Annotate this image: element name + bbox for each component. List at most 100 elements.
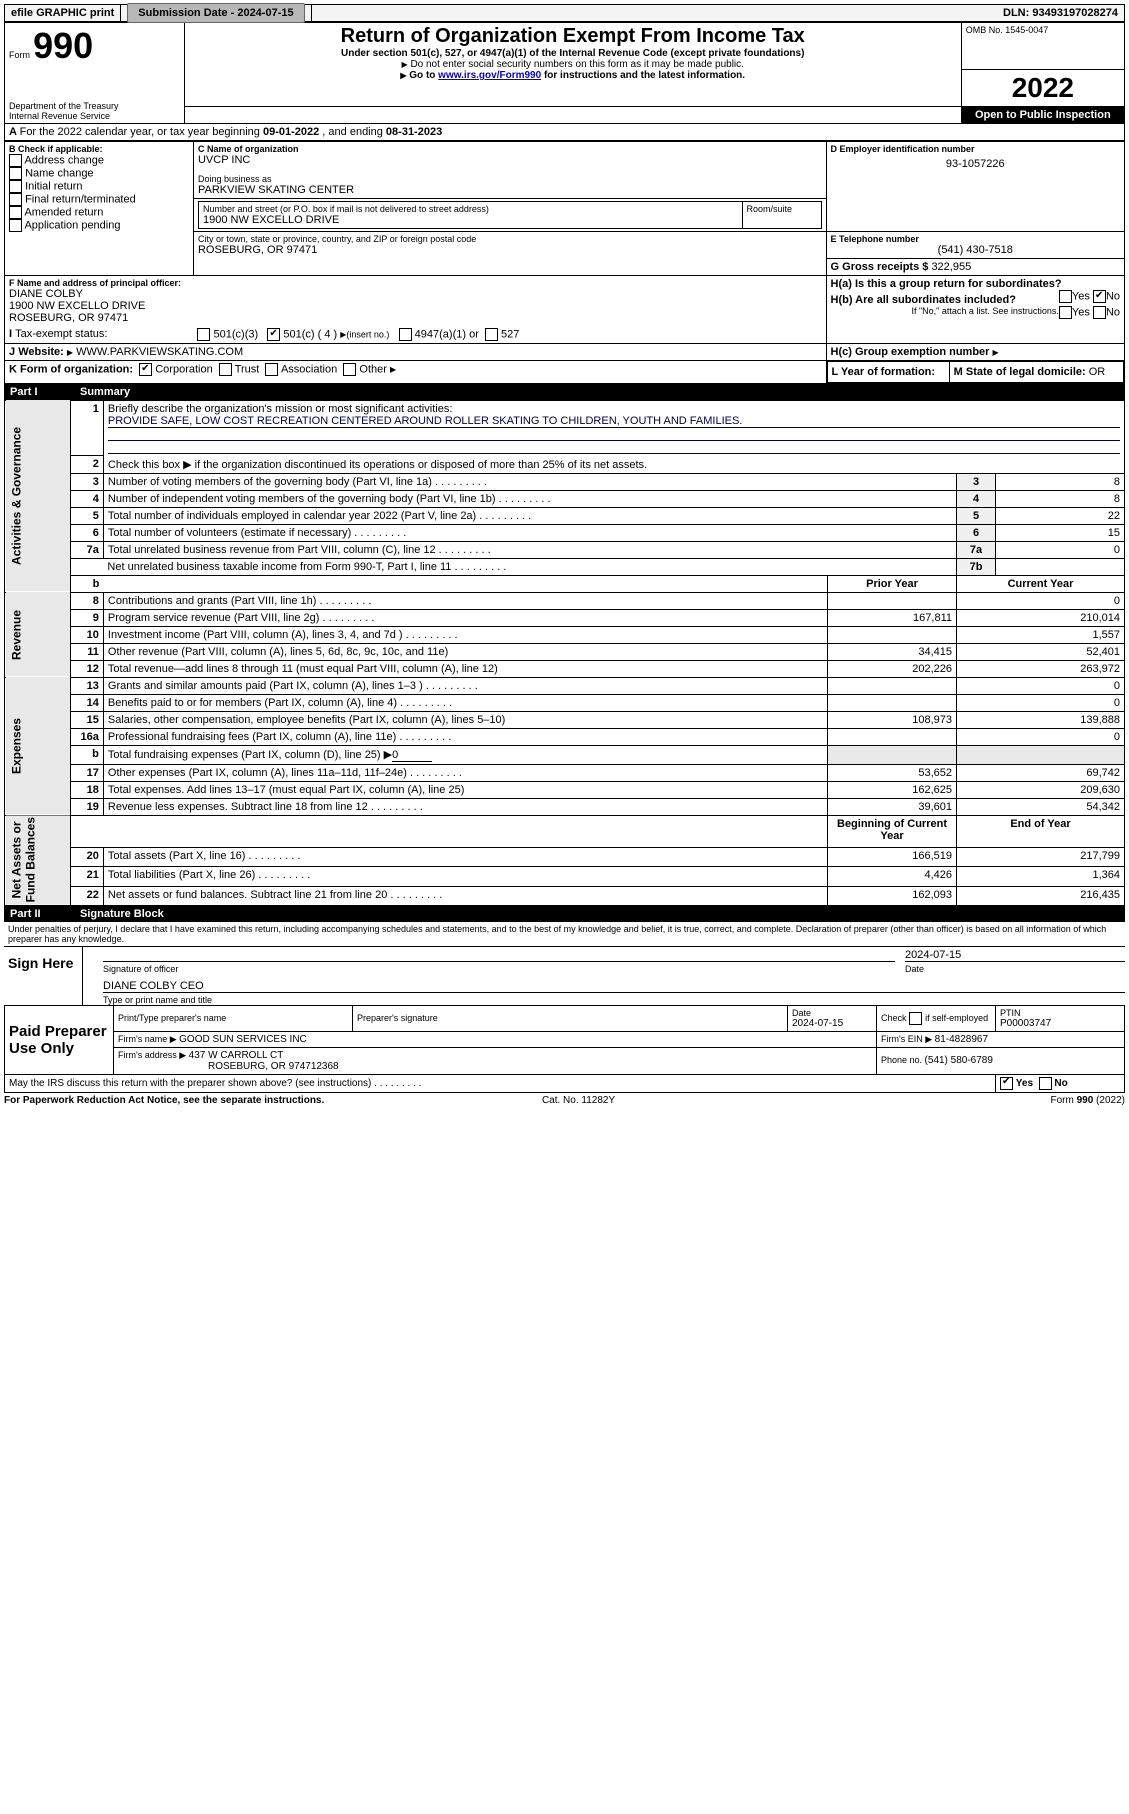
line16b-label: Total fundraising expenses (Part IX, col… <box>108 749 392 761</box>
checkbox-init[interactable] <box>9 180 22 193</box>
signature-of-officer: Signature of officer <box>103 964 895 974</box>
val-6: 15 <box>996 524 1125 541</box>
boy-hdr: Beginning of Current Year <box>828 815 957 848</box>
l-label: L Year of formation: <box>832 366 936 378</box>
submission-date-btn[interactable]: Submission Date - 2024-07-15 <box>127 3 304 23</box>
line4-label: Number of independent voting members of … <box>108 493 551 505</box>
checkbox-other[interactable] <box>343 363 356 376</box>
line22-label: Net assets or fund balances. Subtract li… <box>108 889 442 901</box>
current-year-hdr: Current Year <box>957 575 1125 592</box>
checkbox-amend[interactable] <box>9 206 22 219</box>
dba-name: PARKVIEW SKATING CENTER <box>198 184 822 196</box>
side-governance: Activities & Governance <box>5 400 71 592</box>
line7a-label: Total unrelated business revenue from Pa… <box>108 544 491 556</box>
officer-name: DIANE COLBY <box>9 288 822 300</box>
c-label: C Name of organization <box>198 144 822 154</box>
checkbox-discuss-no[interactable] <box>1039 1077 1052 1090</box>
val-7a: 0 <box>996 541 1125 558</box>
checkbox-hb-yes[interactable] <box>1059 306 1072 319</box>
line6-label: Total number of volunteers (estimate if … <box>108 527 406 539</box>
checkbox-name[interactable] <box>9 167 22 180</box>
line16a-label: Professional fundraising fees (Part IX, … <box>108 731 451 743</box>
checkbox-corp[interactable] <box>139 363 152 376</box>
form-subtitle: Under section 501(c), 527, or 4947(a)(1)… <box>189 48 957 59</box>
line1-label: Briefly describe the organization's miss… <box>108 403 1120 415</box>
officer-name-title: DIANE COLBY CEO <box>103 980 1125 993</box>
header-table: Form 990 Return of Organization Exempt F… <box>4 22 1125 124</box>
firm-name: GOOD SUN SERVICES INC <box>179 1034 307 1045</box>
checkbox-hb-no[interactable] <box>1093 306 1106 319</box>
ein: 93-1057226 <box>831 158 1120 170</box>
arrow-icon <box>400 70 406 81</box>
irs-link[interactable]: www.irs.gov/Form990 <box>438 70 541 81</box>
line7b-label: Net unrelated business taxable income fr… <box>107 561 506 573</box>
line9-label: Program service revenue (Part VIII, line… <box>108 612 375 624</box>
f-label: F Name and address of principal officer: <box>9 278 822 288</box>
k-label: K Form of organization: <box>9 363 133 375</box>
m-label: M State of legal domicile: <box>954 366 1089 378</box>
discuss-label: May the IRS discuss this return with the… <box>9 1078 421 1089</box>
firm-phone: (541) 580-6789 <box>925 1055 993 1066</box>
side-revenue: Revenue <box>5 592 71 677</box>
line13-label: Grants and similar amounts paid (Part IX… <box>108 680 478 692</box>
checkbox-501c[interactable] <box>267 328 280 341</box>
line16b-val: 0 <box>392 749 432 762</box>
part1-header: Part I Summary <box>4 384 1125 400</box>
entity-block: B Check if applicable: Address change Na… <box>4 141 1125 384</box>
top-bar: efile GRAPHIC print Submission Date - 20… <box>4 4 1125 22</box>
line10-label: Investment income (Part VIII, column (A)… <box>108 629 458 641</box>
section-a: A For the 2022 calendar year, or tax yea… <box>4 124 1125 141</box>
mission-text: PROVIDE SAFE, LOW COST RECREATION CENTER… <box>108 415 1120 428</box>
val-5: 22 <box>996 507 1125 524</box>
submission-date: Submission Date - 2024-07-15 <box>121 5 311 21</box>
form-title: Return of Organization Exempt From Incom… <box>189 25 957 48</box>
ptin: P00003747 <box>1000 1018 1120 1029</box>
arrow-icon <box>67 346 73 358</box>
line8-label: Contributions and grants (Part VIII, lin… <box>108 595 372 607</box>
arrow-icon <box>402 59 408 70</box>
ha-label: H(a) Is this a group return for subordin… <box>831 278 1062 290</box>
footer-right: Form 990 (2022) <box>1050 1095 1124 1106</box>
form-number: 990 <box>33 25 93 66</box>
line18-label: Total expenses. Add lines 13–17 (must eq… <box>108 784 464 796</box>
footer-center: Cat. No. 11282Y <box>542 1095 615 1106</box>
org-name: UVCP INC <box>198 154 822 166</box>
footer-left: For Paperwork Reduction Act Notice, see … <box>4 1095 324 1106</box>
part2-header: Part II Signature Block <box>4 906 1125 922</box>
footer: For Paperwork Reduction Act Notice, see … <box>4 1095 1125 1106</box>
checkbox-527[interactable] <box>485 328 498 341</box>
g-label: G Gross receipts $ <box>831 261 932 273</box>
line2-label: Check this box ▶ if the organization dis… <box>108 459 647 471</box>
dept-treasury: Department of the Treasury Internal Reve… <box>5 69 185 123</box>
summary-table: Activities & Governance 1 Briefly descri… <box>4 400 1125 906</box>
arrow-icon <box>390 363 396 375</box>
line20-label: Total assets (Part X, line 16) <box>108 850 301 862</box>
gross-receipts: 322,955 <box>931 261 971 273</box>
paid-preparer-label: Paid Preparer Use Only <box>5 1005 114 1074</box>
firm-addr: 437 W CARROLL CT <box>189 1050 284 1061</box>
checkbox-trust[interactable] <box>219 363 232 376</box>
checkbox-501c3[interactable] <box>197 328 210 341</box>
checkbox-ha-yes[interactable] <box>1059 290 1072 303</box>
firm-ein: 81-4828967 <box>935 1034 988 1045</box>
perjury-text: Under penalties of perjury, I declare th… <box>4 922 1125 946</box>
checkbox-ha-no[interactable] <box>1093 290 1106 303</box>
eoy-hdr: End of Year <box>957 815 1125 848</box>
checkbox-final[interactable] <box>9 193 22 206</box>
arrow-icon <box>993 346 999 358</box>
checkbox-app[interactable] <box>9 219 22 232</box>
i-label: Tax-exempt status: <box>15 328 107 340</box>
checkbox-discuss-yes[interactable] <box>1000 1077 1013 1090</box>
line17-label: Other expenses (Part IX, column (A), lin… <box>108 767 462 779</box>
hb-label: H(b) Are all subordinates included? <box>831 294 1016 306</box>
form-label: Form <box>9 50 30 60</box>
ssn-warning: Do not enter social security numbers on … <box>410 59 743 70</box>
checkbox-assoc[interactable] <box>265 363 278 376</box>
checkbox-self-employed[interactable] <box>909 1012 922 1025</box>
val-4: 8 <box>996 490 1125 507</box>
side-netassets: Net Assets or Fund Balances <box>5 815 71 905</box>
checkbox-addr[interactable] <box>9 154 22 167</box>
checkbox-4947[interactable] <box>399 328 412 341</box>
line15-label: Salaries, other compensation, employee b… <box>108 714 505 726</box>
open-inspection: Open to Public Inspection <box>961 106 1124 123</box>
